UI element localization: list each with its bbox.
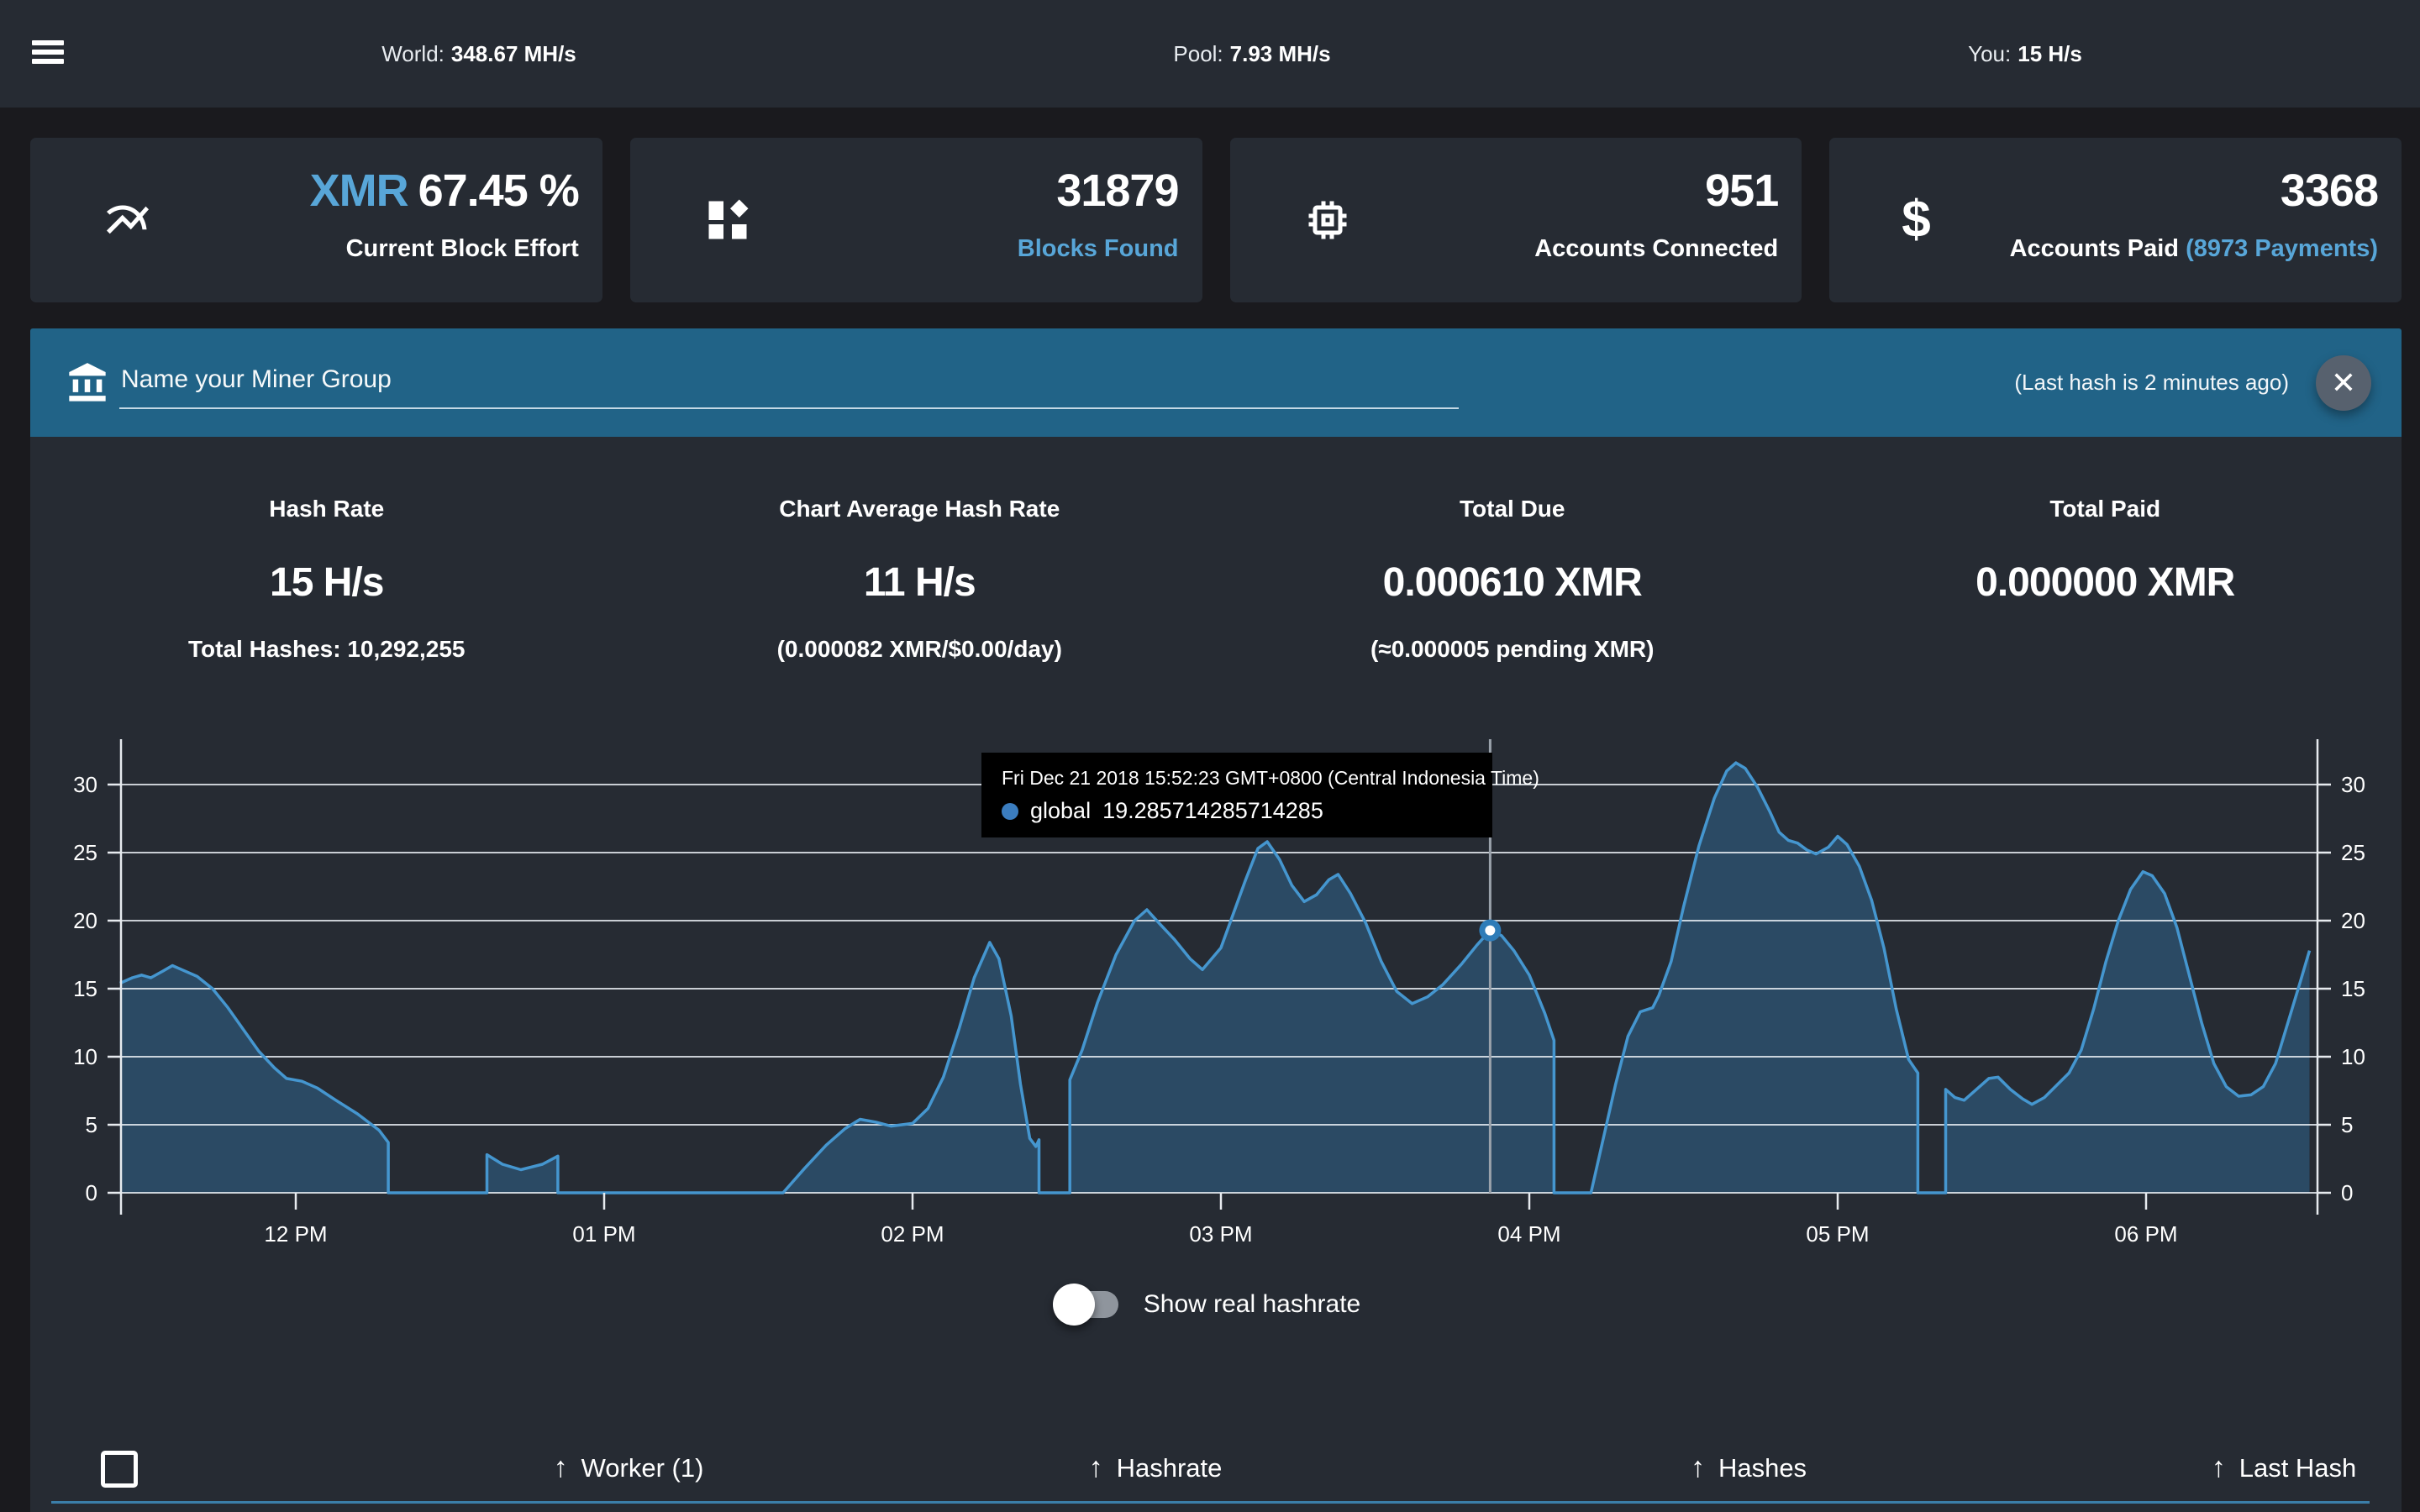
toggle-row: Show real hashrate [0, 1284, 2420, 1326]
tooltip-timestamp: Fri Dec 21 2018 15:52:23 GMT+0800 (Centr… [1002, 767, 1539, 789]
column-header-worker[interactable]: ↑ Worker (1) [553, 1452, 704, 1483]
hamburger-menu-icon[interactable] [32, 40, 64, 64]
multiline-chart-icon [103, 195, 153, 245]
avg-hashrate-stat-col: Chart Average Hash Rate 11 H/s (0.000082… [776, 496, 1062, 662]
payments-link[interactable]: (8973 Payments) [2186, 235, 2378, 262]
pool-hashrate-stat: Pool: 7.93 MH/s [1173, 0, 1330, 108]
pool-value: 7.93 MH/s [1229, 40, 1331, 66]
accounts-connected-label: Accounts Connected [1534, 235, 1779, 262]
block-effort-label: Current Block Effort [345, 235, 579, 262]
bank-icon [66, 361, 109, 405]
miner-group-banner: (Last hash is 2 minutes ago) ✕ [30, 328, 2402, 437]
blocks-icon [702, 195, 753, 245]
column-header-last-hash[interactable]: ↑ Last Hash [2211, 1452, 2357, 1483]
column-header-hashrate[interactable]: ↑ Hashrate [1088, 1452, 1223, 1483]
stat-cards-row: XMR 67.45 % Current Block Effort 31879 Bl… [30, 138, 2402, 302]
accounts-paid-value: 3368 [2280, 165, 2379, 216]
world-hashrate-stat: World: 348.67 MH/s [381, 0, 576, 108]
stats-row: Hash Rate 15 H/s Total Hashes: 10,292,25… [30, 496, 2402, 663]
show-real-hashrate-toggle[interactable] [1052, 1284, 1118, 1326]
dollar-icon: $ [1902, 191, 1931, 249]
miner-group-name-input[interactable] [119, 352, 1459, 409]
blocks-found-label[interactable]: Blocks Found [1017, 235, 1179, 262]
sort-asc-icon: ↑ [1088, 1452, 1103, 1483]
select-all-checkbox[interactable] [101, 1451, 138, 1488]
accounts-paid-label: Accounts Paid (8973 Payments) [2009, 235, 2378, 262]
sort-asc-icon: ↑ [1690, 1452, 1705, 1483]
you-label: You: [1968, 40, 2012, 66]
accounts-connected-card: 951 Accounts Connected [1229, 138, 1802, 302]
top-bar: World: 348.67 MH/s Pool: 7.93 MH/s You: … [0, 0, 2420, 108]
sort-asc-icon: ↑ [553, 1452, 568, 1483]
hashrate-stat-col: Hash Rate 15 H/s Total Hashes: 10,292,25… [188, 496, 466, 662]
pool-label: Pool: [1173, 40, 1223, 66]
you-value: 15 H/s [2018, 40, 2082, 66]
tooltip-series-name: global [1030, 798, 1092, 823]
total-due-stat-col: Total Due 0.000610 XMR (≈0.000005 pendin… [1370, 496, 1655, 662]
block-effort-value: XMR 67.45 % [309, 165, 580, 216]
blocks-found-card: 31879 Blocks Found [629, 138, 1202, 302]
sort-asc-icon: ↑ [2211, 1452, 2226, 1483]
world-value: 348.67 MH/s [450, 40, 576, 66]
world-label: World: [381, 40, 445, 66]
chart-tooltip: Fri Dec 21 2018 15:52:23 GMT+0800 (Centr… [981, 753, 1539, 837]
close-icon: ✕ [2330, 365, 2357, 400]
accounts-connected-value: 951 [1705, 165, 1779, 216]
block-effort-card: XMR 67.45 % Current Block Effort [30, 138, 602, 302]
toggle-label: Show real hashrate [1143, 1290, 1361, 1318]
series-dot-icon [1002, 802, 1018, 820]
miner-stats-panel: Hash Rate 15 H/s Total Hashes: 10,292,25… [30, 437, 2402, 1512]
chip-icon [1302, 195, 1353, 245]
toggle-knob [1052, 1284, 1095, 1326]
column-header-hashes[interactable]: ↑ Hashes [1690, 1452, 1807, 1483]
tooltip-series-value: 19.285714285714285 [1102, 798, 1323, 823]
last-hash-ago-text: (Last hash is 2 minutes ago) [2014, 370, 2289, 395]
close-button[interactable]: ✕ [2316, 354, 2371, 411]
accounts-paid-card: $ 3368 Accounts Paid (8973 Payments) [1829, 138, 2402, 302]
table-header-divider [51, 1501, 2370, 1504]
total-paid-stat-col: Total Paid 0.000000 XMR [1975, 496, 2235, 605]
your-hashrate-stat: You: 15 H/s [1968, 0, 2082, 108]
blocks-found-value: 31879 [1056, 165, 1179, 216]
